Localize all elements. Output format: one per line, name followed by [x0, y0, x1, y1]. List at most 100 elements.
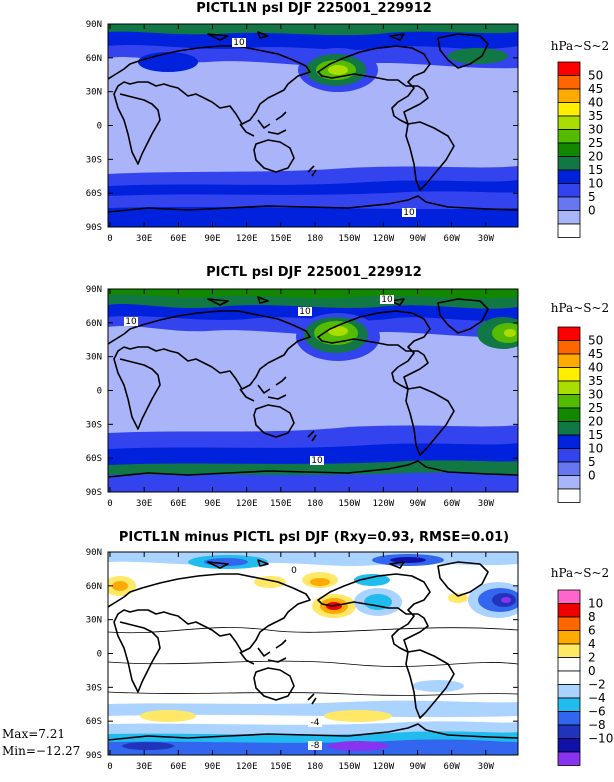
contour-label: 10 [125, 317, 137, 327]
field-shade [448, 48, 508, 64]
contour-label: 10 [311, 456, 323, 466]
colorbar-label: −4 [588, 691, 606, 705]
field-shade [122, 742, 174, 750]
lon-tick-label: 120E [236, 762, 258, 772]
lon-tick-label: 150W [338, 762, 360, 772]
colorbar-label: 25 [588, 136, 603, 150]
contour-label: 10 [381, 295, 393, 305]
lat-tick-label: 90N [86, 548, 102, 558]
lon-tick-label: 90W [409, 762, 426, 772]
lat-tick-label: 90N [86, 20, 102, 30]
contour-label: -4 [311, 718, 320, 728]
lon-tick-label: 90E [204, 234, 220, 244]
colorbar-label: 40 [588, 361, 603, 375]
colorbar-swatch [557, 475, 581, 490]
colorbar-swatch [557, 223, 581, 238]
lon-tick-label: 30E [136, 499, 152, 509]
contour-line [108, 691, 518, 696]
colorbar-label: 10 [588, 177, 603, 191]
colorbar-swatch [557, 183, 581, 198]
field-shade [138, 52, 198, 72]
field-shade [108, 472, 518, 492]
colorbar-label: 30 [588, 123, 603, 137]
lon-tick-label: 0 [107, 499, 112, 509]
field-shade [448, 593, 468, 603]
contour-label: -8 [311, 741, 320, 751]
lon-tick-label: 180 [307, 762, 323, 772]
lat-axis: 90N 60N 30N 0 30S 60S 90S [86, 285, 518, 498]
colorbar-swatch [557, 643, 581, 658]
lon-tick-label: 0 [107, 762, 112, 772]
colorbar-label: 20 [588, 415, 603, 429]
lon-tick-label: 150W [338, 499, 360, 509]
panel-3-title: PICTL1N minus PICTL psl DJF (Rxy=0.93, R… [119, 530, 509, 545]
colorbar-label: 5 [588, 455, 596, 469]
colorbar-swatch [557, 589, 581, 604]
lon-tick-label: 30E [136, 234, 152, 244]
colorbar-label: 30 [588, 388, 603, 402]
contour-label-box [402, 208, 416, 217]
lat-tick-label: 30N [86, 353, 102, 363]
contour-line [108, 627, 518, 634]
lon-tick-label: 120W [372, 234, 394, 244]
lon-tick-label: 30E [136, 762, 152, 772]
colorbar-swatch [557, 142, 581, 157]
colorbar-swatch [557, 353, 581, 368]
field-shade [504, 329, 516, 337]
field-shade [324, 710, 392, 722]
lat-axis: 90N 60N 30N 0 30S 60S 90S [86, 548, 518, 761]
units-label: hPa~S~2 [551, 39, 609, 53]
colorbar-swatch [557, 603, 581, 618]
contour-label-box [310, 456, 324, 465]
field-shade [310, 578, 330, 586]
colorbar-label: 4 [588, 637, 596, 651]
lon-tick-label: 90W [409, 499, 426, 509]
contour-label-box [288, 566, 300, 575]
lon-tick-label: 120W [372, 499, 394, 509]
colorbar-swatch [557, 88, 581, 103]
lon-tick-label: 180 [307, 499, 323, 509]
colorbar-label: 35 [588, 374, 603, 388]
colorbar-swatch [557, 380, 581, 395]
field-shade [328, 65, 348, 75]
colorbar-label: 40 [588, 96, 603, 110]
lon-tick-label: 90W [409, 234, 426, 244]
lat-tick-label: 90N [86, 285, 102, 295]
lat-tick-label: 90S [86, 751, 102, 761]
colorbar-swatch [557, 488, 581, 503]
colorbar-swatch [557, 421, 581, 436]
units-label: hPa~S~2 [551, 566, 609, 580]
max-label: Max=7.21 [2, 727, 65, 741]
lat-tick-label: 60N [86, 54, 102, 64]
colorbar-swatch [557, 394, 581, 409]
lon-tick-label: 150E [270, 499, 292, 509]
colorbar-swatch [557, 724, 581, 739]
lat-tick-label: 0 [97, 650, 102, 660]
lon-axis: 0 30E 60E 90E 120E 150E 180 150W 120W 90W 60W 30W [107, 552, 495, 772]
lon-axis: 0 30E 60E 90E 120E 150E 180 150W 120W 90W 60W 30W [107, 24, 495, 244]
lon-tick-label: 120W [372, 762, 394, 772]
colorbar-swatch [557, 711, 581, 726]
colorbar-swatch [557, 461, 581, 476]
colorbar-label: 45 [588, 347, 603, 361]
colorbar-label: 2 [588, 651, 596, 665]
colorbar-label: −2 [588, 678, 606, 692]
colorbar-label: 25 [588, 401, 603, 415]
colorbar-swatch [557, 156, 581, 171]
lon-tick-label: 60W [444, 234, 461, 244]
lon-tick-label: 60E [170, 762, 186, 772]
lat-tick-label: 30S [86, 155, 102, 165]
colorbar-label: 5 [588, 190, 596, 204]
field-shade [112, 581, 128, 591]
lon-tick-label: 90E [204, 499, 220, 509]
lon-tick-label: 120E [236, 499, 258, 509]
colorbar-swatch [557, 684, 581, 699]
colorbar-label: 0 [588, 204, 596, 218]
field-shade [204, 558, 248, 566]
lon-tick-label: 150E [270, 762, 292, 772]
lat-tick-label: 60N [86, 319, 102, 329]
colorbar-swatch [557, 751, 581, 766]
colorbar-swatch [557, 115, 581, 130]
